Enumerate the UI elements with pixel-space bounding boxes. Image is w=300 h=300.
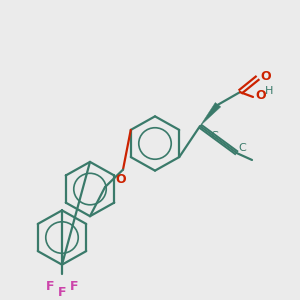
Polygon shape xyxy=(200,103,221,126)
Text: F: F xyxy=(58,286,66,299)
Text: C: C xyxy=(211,131,218,141)
Text: O: O xyxy=(116,172,126,186)
Text: C: C xyxy=(238,143,246,153)
Text: H: H xyxy=(265,86,273,96)
Text: O: O xyxy=(260,70,271,83)
Text: F: F xyxy=(46,280,54,293)
Text: O: O xyxy=(255,89,266,103)
Text: F: F xyxy=(70,280,78,293)
